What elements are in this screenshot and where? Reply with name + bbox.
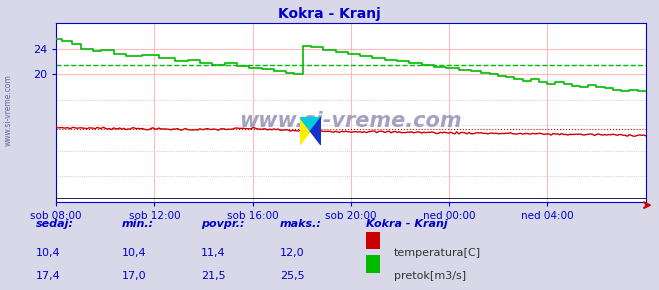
Text: www.si-vreme.com: www.si-vreme.com xyxy=(3,74,13,146)
Text: 10,4: 10,4 xyxy=(36,248,61,258)
Text: pretok[m3/s]: pretok[m3/s] xyxy=(394,271,466,281)
Text: povpr.:: povpr.: xyxy=(201,219,244,229)
Text: 12,0: 12,0 xyxy=(280,248,304,258)
Text: min.:: min.: xyxy=(122,219,154,229)
Text: www.si-vreme.com: www.si-vreme.com xyxy=(240,111,462,131)
Text: 11,4: 11,4 xyxy=(201,248,225,258)
Text: maks.:: maks.: xyxy=(280,219,322,229)
Polygon shape xyxy=(310,117,321,145)
Text: Kokra - Kranj: Kokra - Kranj xyxy=(366,219,447,229)
Text: 21,5: 21,5 xyxy=(201,271,225,281)
Text: 17,4: 17,4 xyxy=(36,271,61,281)
Text: sedaj:: sedaj: xyxy=(36,219,74,229)
Polygon shape xyxy=(300,117,321,131)
Text: 17,0: 17,0 xyxy=(122,271,146,281)
Polygon shape xyxy=(300,117,310,145)
Text: 25,5: 25,5 xyxy=(280,271,304,281)
Text: temperatura[C]: temperatura[C] xyxy=(394,248,481,258)
Text: Kokra - Kranj: Kokra - Kranj xyxy=(278,7,381,21)
Text: 10,4: 10,4 xyxy=(122,248,146,258)
